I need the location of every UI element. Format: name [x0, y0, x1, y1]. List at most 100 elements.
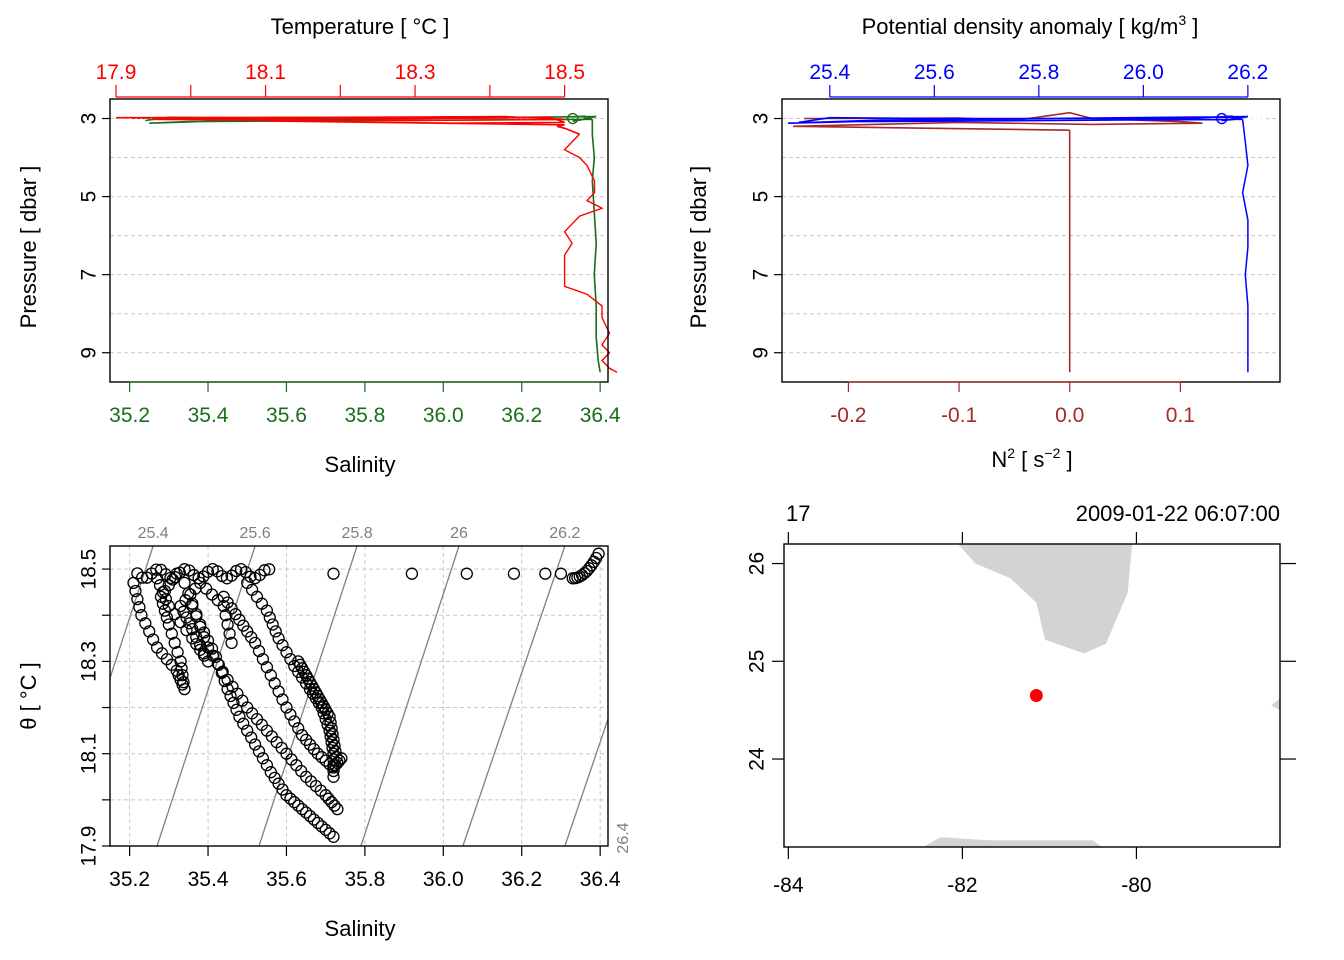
map-latitude-tick-label: 26 [746, 552, 769, 575]
ts-point [146, 633, 160, 646]
ts-point [221, 618, 234, 631]
ts-salinity-tick-label: 35.8 [344, 868, 385, 891]
profile-ts-gridlines [110, 118, 608, 354]
ts-point [131, 592, 144, 606]
ts-point [127, 576, 140, 590]
ts-point [592, 547, 605, 560]
ts-point [183, 564, 196, 577]
ts-salinity-label: Salinity [325, 916, 396, 941]
ts-salinity-tick-label: 35.4 [188, 868, 229, 891]
ts-point [201, 634, 215, 647]
ts-point [199, 582, 213, 595]
ts-point [539, 567, 552, 580]
ts-point [133, 601, 146, 614]
land-polygon [958, 544, 1133, 654]
profile-ts-top-tick-label: 18.1 [245, 61, 286, 84]
ts-point [252, 745, 266, 758]
ts-point [225, 636, 238, 650]
temperature-profile-line [563, 133, 618, 373]
ts-point [180, 624, 193, 637]
profile-ts-bottom-tick-label: 36.2 [501, 404, 542, 427]
profile-ts-bottom-tick-label: 35.6 [266, 404, 307, 427]
ts-point [292, 799, 305, 812]
isopycnal-label: 26.2 [549, 525, 580, 542]
ts-salinity-tick-label: 36.0 [423, 868, 464, 891]
ts-point [329, 745, 342, 758]
ts-diagram-frame [109, 545, 609, 847]
ts-point [224, 689, 237, 703]
ts-point [507, 567, 521, 580]
n2-axis-label: N2 [ s−2 ] [991, 445, 1072, 472]
ts-point [315, 751, 328, 764]
ts-point [460, 567, 473, 580]
ts-salinity-tick-label: 35.2 [109, 868, 150, 891]
ts-theta-tick-label: 18.5 [78, 549, 101, 590]
ts-point [266, 618, 279, 631]
ts-point [248, 636, 262, 650]
ts-point [174, 655, 187, 668]
profile-ts-bottom-tick-label: 36.4 [580, 404, 621, 427]
map-panel: -84 -82 -80 24 25 26 17 2009-01-22 06:07:00 [746, 501, 1296, 897]
ts-theta-tick-label: 18.3 [78, 641, 101, 682]
ts-point [328, 739, 341, 752]
profile-density-frame [781, 98, 1281, 383]
ts-point [328, 799, 341, 812]
land-polygon [1271, 698, 1280, 711]
ts-point [323, 827, 336, 840]
ts-point [197, 570, 210, 583]
ts-point [168, 607, 181, 621]
ts-point [260, 604, 274, 617]
ts-point [554, 567, 568, 580]
ts-point [129, 584, 142, 598]
ts-point [272, 685, 285, 698]
profile-density-pressure-tick-label: 9 [750, 347, 773, 359]
ts-point [182, 587, 195, 600]
density-profile-line [1241, 119, 1249, 373]
profile-density-axes: 3 5 7 9 25.4 25.6 25.8 26.0 26.2 -0.2 -0.1 0.0 0.1 [750, 61, 1269, 427]
ts-point [164, 571, 177, 585]
ts-point [190, 610, 203, 623]
ts-point [150, 572, 164, 585]
ts-point [295, 802, 309, 816]
map-latitude-tick-label: 24 [746, 747, 769, 771]
ts-point [269, 625, 282, 638]
isopycnal-label: 26.4 [615, 822, 632, 853]
pressure-axis-label: Pressure [ dbar ] [16, 166, 41, 329]
profile-ts-top-tick-label: 18.3 [395, 61, 436, 84]
ts-point [405, 567, 419, 580]
ts-theta-tick-label: 17.9 [78, 826, 101, 867]
profile-ts-pressure-tick-label: 9 [78, 347, 101, 359]
profile-density-bottom-tick-label: 0.1 [1166, 404, 1195, 427]
isopycnal-label: 25.4 [138, 525, 169, 542]
profile-density-top-tick-label: 25.6 [914, 61, 955, 84]
isopycnal-line [564, 717, 608, 846]
ts-point [299, 806, 313, 819]
ts-point [248, 738, 262, 751]
ts-point [256, 652, 270, 666]
ts-point [225, 569, 238, 582]
ts-point [325, 796, 338, 809]
profile-density-pressure-tick-label: 5 [750, 191, 773, 203]
isopycnal-label: 25.6 [240, 525, 271, 542]
profile-density-bottom-tick-label: -0.1 [941, 404, 977, 427]
ts-point [168, 636, 181, 650]
ts-point [162, 599, 175, 613]
ts-point [327, 733, 340, 746]
profile-ts-pressure-tick-label: 5 [78, 191, 101, 203]
ts-diagram-gridlines [110, 546, 608, 847]
profile-ts-bottom-tick-label: 36.0 [423, 404, 464, 427]
profile-ts-bottom-tick-label: 35.2 [109, 404, 150, 427]
ts-point [272, 632, 285, 645]
ts-point [156, 586, 170, 599]
profile-density-bottom-tick-label: 0.0 [1055, 404, 1084, 427]
ts-point [324, 716, 337, 729]
ts-point [276, 693, 289, 706]
station-marker [1029, 689, 1043, 702]
profile-ts-series [115, 112, 618, 373]
theta-axis-label: θ [ °C ] [16, 662, 41, 729]
station-point [1029, 689, 1043, 702]
ts-point [280, 701, 293, 714]
profile-density-gridlines [782, 118, 1280, 354]
map-longitude-tick-label: -84 [773, 874, 804, 897]
